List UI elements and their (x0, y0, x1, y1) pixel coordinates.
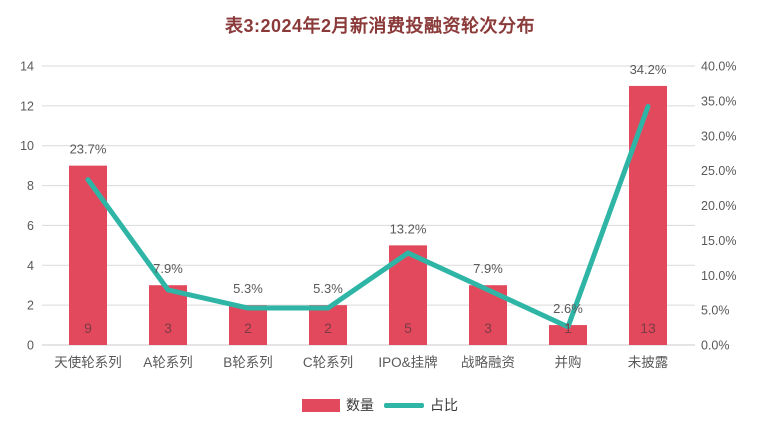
left-axis-tick: 12 (20, 99, 34, 113)
left-axis-tick: 2 (27, 299, 34, 313)
x-axis-label: 战略融资 (461, 355, 515, 370)
pct-value-label: 5.3% (313, 281, 343, 296)
bar (229, 305, 267, 345)
left-axis-tick: 4 (27, 259, 34, 273)
x-axis-label: C轮系列 (303, 355, 353, 370)
right-axis-tick: 35.0% (701, 94, 736, 108)
ratio-line (85, 103, 651, 330)
bar (549, 325, 587, 345)
right-axis-tick: 0.0% (701, 339, 730, 353)
chart-legend: 数量 占比 (0, 398, 760, 412)
right-axis-tick: 5.0% (701, 304, 730, 318)
left-axis-tick: 14 (20, 60, 34, 74)
legend-line-swatch-icon (384, 402, 424, 408)
x-axis-label: B轮系列 (223, 355, 273, 370)
right-axis-tick: 20.0% (701, 199, 736, 213)
left-axis-tick: 10 (20, 139, 34, 153)
legend-bar-swatch-icon (302, 398, 340, 412)
pct-value-label: 2.6% (553, 301, 583, 316)
right-axis-tick: 15.0% (701, 234, 736, 248)
pct-value-label: 34.2% (630, 62, 667, 77)
legend-bar-label: 数量 (346, 397, 374, 413)
pct-value-label: 7.9% (473, 261, 503, 276)
chart-title: 表3:2024年2月新消费投融资轮次分布 (224, 16, 536, 36)
pct-value-label: 5.3% (233, 281, 263, 296)
x-axis-label: 天使轮系列 (54, 354, 122, 370)
bar-value-label: 5 (404, 320, 412, 336)
bar-value-label: 3 (484, 320, 492, 336)
right-axis-tick: 10.0% (701, 269, 736, 283)
x-axis-label: IPO&挂牌 (378, 354, 437, 370)
bar (309, 305, 347, 345)
x-axis-label: 并购 (555, 355, 582, 370)
bar (629, 85, 667, 345)
pct-value-label: 13.2% (390, 221, 427, 236)
pct-value-label: 23.7% (70, 142, 107, 157)
bar-value-label: 13 (640, 320, 656, 336)
x-axis-label: 未披露 (628, 355, 669, 370)
left-axis-tick: 0 (27, 339, 34, 353)
right-axis-tick: 30.0% (701, 129, 736, 143)
bar-value-label: 1 (564, 320, 572, 336)
bar-value-label: 2 (324, 320, 332, 336)
right-axis-tick: 25.0% (701, 164, 736, 178)
pct-value-label: 7.9% (153, 261, 183, 276)
bar-value-label: 9 (84, 320, 92, 336)
bar-value-label: 2 (244, 320, 252, 336)
right-axis-tick: 40.0% (701, 60, 736, 74)
left-axis-tick: 8 (27, 179, 34, 193)
bar (69, 165, 107, 345)
left-axis-tick: 6 (27, 219, 34, 233)
x-axis-label: A轮系列 (143, 355, 193, 370)
legend-line-label: 占比 (430, 397, 458, 413)
bar-value-label: 3 (164, 320, 172, 336)
